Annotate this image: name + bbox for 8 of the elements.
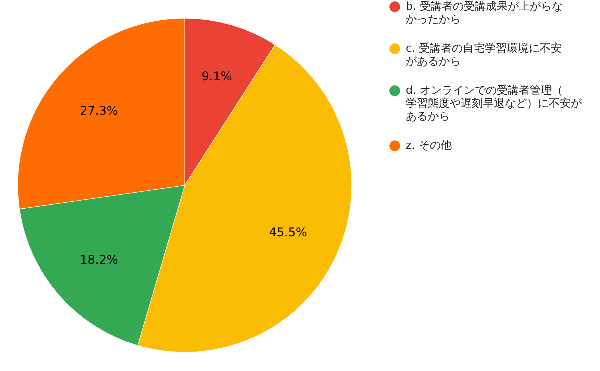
data-label: 27.3% xyxy=(80,104,118,118)
data-label: 9.1% xyxy=(202,70,232,84)
legend-label: z. その他 xyxy=(406,139,452,152)
legend-label: c. 受講者の自宅学習環境に不安があるから xyxy=(406,42,562,68)
data-label: 45.5% xyxy=(269,226,308,240)
legend-label: b. 受講者の受講成果が上がらなかったから xyxy=(406,0,563,26)
data-label: 18.2% xyxy=(80,252,118,267)
legend-label: d. オンラインでの受講者管理（学習態度や遅刻早退など）に不安があるから xyxy=(406,84,583,123)
